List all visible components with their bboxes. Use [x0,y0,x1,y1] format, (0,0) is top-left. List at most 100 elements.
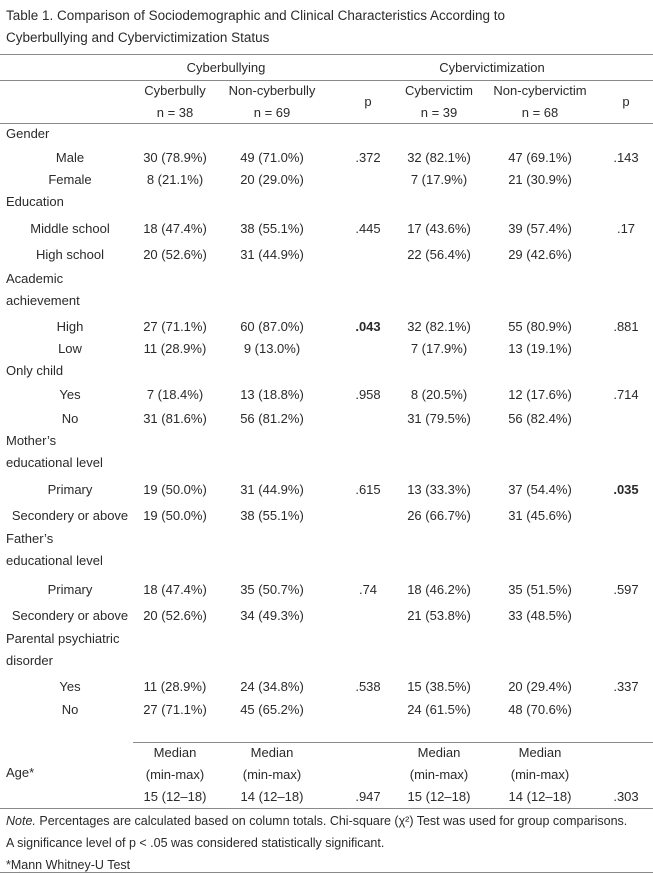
category-row: Father’s educational level [0,528,653,577]
cell-p-cybervictimization: .597 [613,582,639,597]
cell-p-cybervictimization: .881 [613,318,639,334]
stat-label: (min-max) [510,767,570,782]
cell-non-cybervictim: 29 (42.6%) [508,247,572,262]
group-header-cyberbullying: Cyberbullying [186,60,266,75]
cell-non-cybervictim: 13 (19.1%) [508,341,572,356]
col-header-cybervictim: Cybervictim n = 39 [392,80,486,124]
cell-non-cyberbully: 34 (49.3%) [240,607,304,623]
cell-non-cybervictim: 35 (51.5%) [508,582,572,597]
category-label-line: Academic [6,271,64,286]
age-value: 15 (12–18) [407,789,471,804]
cell-non-cyberbully: 31 (44.9%) [240,247,304,262]
category-row: Mother’s educational level [0,430,653,477]
cell-p-cyberbullying [350,241,386,268]
rule-age [133,742,653,743]
col-name: Non-cyberbully [228,83,316,98]
row-label: Middle school [30,220,110,236]
cell-non-cybervictim: 56 (82.4%) [508,410,572,426]
col-header-non-cybervictim: Non-cybervictim n = 68 [488,80,592,124]
table-title-line1: Table 1. Comparison of Sociodemographic … [6,8,505,23]
cell-p-cybervictimization [606,168,646,191]
row-label: Yes [59,387,81,402]
cell-non-cyberbully: 45 (65.2%) [240,701,304,717]
row-label: Male [55,149,85,165]
cell-non-cyberbully: 24 (34.8%) [240,679,304,694]
stat-label: Median [518,745,562,760]
cell-non-cybervictim: 12 (17.6%) [508,387,572,402]
cell-non-cybervictim: 39 (57.4%) [508,220,572,236]
cell-cybervictim: 32 (82.1%) [407,149,471,165]
cell-non-cyberbully: 9 (13.0%) [243,341,301,356]
cell-cybervictim: 15 (38.5%) [407,679,471,694]
cell-cyberbully: 18 (47.4%) [143,220,207,236]
cell-non-cyberbully: 35 (50.7%) [240,582,304,597]
table-row: Yes 11 (28.9%) 24 (34.8%) .538 15 (38.5%) 20 … [0,675,653,698]
cell-cyberbully: 31 (81.6%) [143,410,207,426]
age-non-cyberbully: Median (min-max) 14 (12–18) [222,742,322,808]
cell-non-cyberbully: 20 (29.0%) [240,172,304,187]
cell-non-cyberbully: 60 (87.0%) [240,318,304,334]
table-row: No 31 (81.6%) 56 (81.2%) 31 (79.5%) 56 (82.4… [0,406,653,430]
table-row: Secondery or above 20 (52.6%) 34 (49.3%) 21… [0,602,653,628]
cell-p-cybervictimization [606,502,646,528]
cell-cyberbully: 19 (50.0%) [143,482,207,497]
cell-p-cybervictimization: .337 [613,679,639,694]
category-label: Education [6,194,64,209]
category-label-line: educational level [6,553,103,568]
cell-cybervictim: 7 (17.9%) [410,172,468,187]
row-label: Low [58,341,82,356]
table-row: Middle school 18 (47.4%) 38 (55.1%) .445 17 … [0,215,653,241]
table-title-line2: Cyberbullying and Cybervictimization Sta… [6,30,270,45]
col-n: n = 39 [420,105,458,120]
age-p2: .303 [613,789,639,804]
note-line2: A significance level of p < .05 was cons… [6,836,385,850]
col-name: Cyberbully [144,83,206,98]
table-row: Secondery or above 19 (50.0%) 38 (55.1%) 26… [0,502,653,528]
cell-p-cyberbullying: .372 [355,149,381,165]
note-line3: *Mann Whitney-U Test [6,858,131,872]
category-label-line: Mother’s [6,433,57,448]
row-label: No [61,701,79,717]
cell-cybervictim: 17 (43.6%) [407,220,471,236]
cell-p-cyberbullying [350,337,386,360]
row-label: High [56,318,84,334]
stat-label: Median [153,745,197,760]
stat-label: (min-max) [409,767,469,782]
cell-p-cybervictimization: .714 [613,387,639,402]
col-header-non-cyberbully: Non-cyberbully n = 69 [222,80,322,124]
category-label-line: Father’s [6,531,54,546]
table-row: Primary 19 (50.0%) 31 (44.9%) .615 13 (33.3%… [0,477,653,502]
category-label: Gender [6,126,50,141]
category-label-line: disorder [6,653,53,668]
cell-cyberbully: 11 (28.9%) [143,679,207,694]
age-non-cybervictim: Median (min-max) 14 (12–18) [488,742,592,808]
age-value: 14 (12–18) [508,789,572,804]
cell-cyberbully: 7 (18.4%) [146,387,204,402]
cell-p-cyberbullying: .043 [355,318,381,334]
cell-p-cybervictimization: .035 [613,482,639,497]
table-row: No 27 (71.1%) 45 (65.2%) 24 (61.5%) 48 (70.6… [0,698,653,720]
category-row: Academic achievement [0,268,653,315]
cell-cybervictim: 24 (61.5%) [407,701,471,717]
cell-non-cybervictim: 55 (80.9%) [508,318,572,334]
category-label-line: achievement [6,293,80,308]
table-row: Primary 18 (47.4%) 35 (50.7%) .74 18 (46.2%)… [0,577,653,602]
col-header-cyberbully: Cyberbully n = 38 [130,80,220,124]
cell-cyberbully: 8 (21.1%) [146,172,204,187]
cell-cybervictim: 22 (56.4%) [407,247,471,262]
rule-bottom [0,808,653,809]
cell-cybervictim: 18 (46.2%) [407,582,471,597]
cell-non-cybervictim: 47 (69.1%) [508,149,572,165]
cell-cybervictim: 21 (53.8%) [407,607,471,623]
col-header-p1: p [364,94,372,109]
cell-p-cybervictimization [606,698,646,720]
age-p1: .947 [355,789,381,804]
cell-cybervictim: 26 (66.7%) [407,507,471,523]
cell-cyberbully: 27 (71.1%) [143,318,207,334]
group-header-cybervictimization: Cybervictimization [439,60,545,75]
col-n: n = 68 [521,105,559,120]
table-row: High school 20 (52.6%) 31 (44.9%) 22 (56.4%… [0,241,653,268]
cell-non-cybervictim: 33 (48.5%) [508,607,572,623]
cell-p-cybervictimization [606,602,646,628]
note-text: Percentages are calculated based on colu… [35,814,628,828]
